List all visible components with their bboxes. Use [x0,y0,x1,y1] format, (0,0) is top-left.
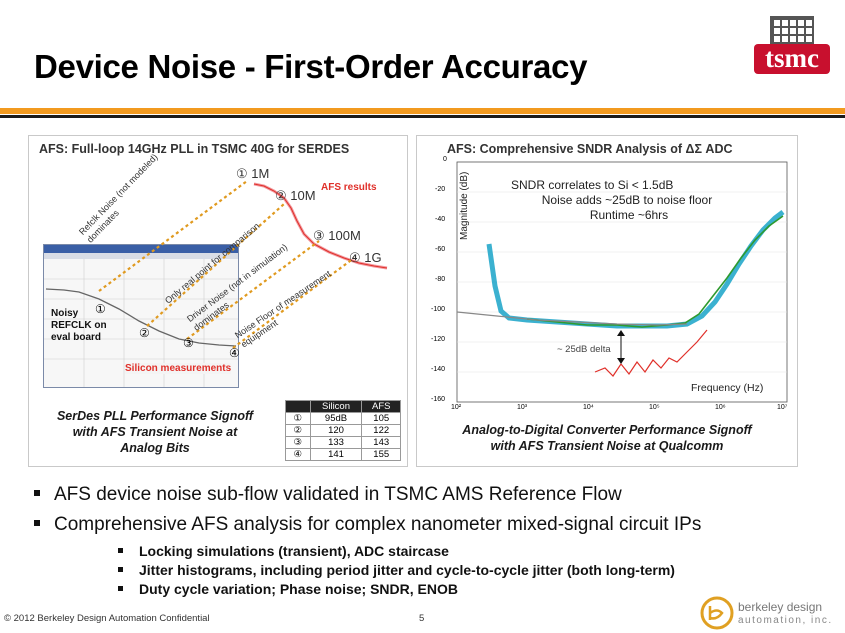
xtick: 10⁴ [583,404,594,411]
table-header: AFS [361,400,401,413]
silicon-marker-4: ④ [229,346,240,360]
accent-bar [0,108,845,114]
y-axis-label: Magnitude (dB) [459,171,470,240]
table-row: ② 120 122 [285,424,401,437]
xtick: 10⁵ [649,404,660,411]
silicon-measurements-label: Silicon measurements [125,363,232,374]
noisy-refclk-label: Noisy REFCLK on eval board [51,308,107,343]
page-number: 5 [419,613,425,624]
ytick: -120 [431,336,446,343]
table-row: ③ 133 143 [285,436,401,449]
bullet-icon [34,489,40,496]
tsmc-logo-text: tsmc [765,43,819,73]
ytick: -80 [435,276,446,283]
right-panel-caption: Analog-to-Digital Converter Performance … [462,423,752,453]
divider-bar [0,115,845,118]
table-header [285,400,311,413]
berkeley-design-logo: berkeley design automation, inc. [700,596,840,630]
ytick: -140 [431,366,446,373]
marker-1m: ① 1M [236,166,270,181]
xtick: 10⁶ [715,404,726,411]
silicon-afs-table: Silicon AFS ① 95dB 105 ② 120 122 ③ 133 1… [285,400,401,461]
x-axis-label: Frequency (Hz) [691,382,764,394]
page-title: Device Noise - First-Order Accuracy [34,48,588,85]
bullet-icon [118,585,123,591]
silicon-marker-3: ③ [183,336,194,350]
marker-10m: ② 10M [275,188,316,203]
marker-100m: ③ 100M [313,228,361,243]
ytick: -40 [435,216,446,223]
sub-bullet-item: Locking simulations (transient), ADC sta… [118,543,449,559]
sub-bullet-item: Jitter histograms, including period jitt… [118,562,675,578]
table-row: ④ 141 155 [285,448,401,461]
bullet-item: Comprehensive AFS analysis for complex n… [34,514,701,536]
ytick: -20 [435,186,446,193]
company-subtitle: automation, inc. [738,615,833,626]
marker-1g: ④ 1G [349,250,382,265]
sndr-plot [456,161,788,403]
xtick: 10² [451,404,462,411]
ytick: -160 [431,396,446,403]
right-panel: AFS: Comprehensive SNDR Analysis of ΔΣ A… [416,135,798,467]
sndr-notes: SNDR correlates to Si < 1.5dB Noise adds… [511,178,713,222]
left-panel-caption: SerDes PLL Performance Signoff with AFS … [56,409,254,455]
xtick: 10⁷ [777,404,788,411]
tsmc-logo: tsmc [752,14,832,94]
ytick: 0 [443,156,447,163]
afs-result-curve [98,180,388,349]
left-panel-title: AFS: Full-loop 14GHz PLL in TSMC 40G for… [39,142,350,156]
bullet-icon [34,519,40,526]
bullet-item: AFS device noise sub-flow validated in T… [34,484,622,506]
left-panel: AFS: Full-loop 14GHz PLL in TSMC 40G for… [28,135,408,467]
silicon-marker-1: ① [95,302,106,316]
footer-copyright: © 2012 Berkeley Design Automation Confid… [4,613,210,624]
sub-bullet-item: Duty cycle variation; Phase noise; SNDR,… [118,581,458,597]
bullet-icon [118,547,123,553]
ytick: -60 [435,246,446,253]
bullet-icon [118,566,123,572]
xtick: 10³ [517,404,528,411]
afs-results-label: AFS results [321,182,377,193]
delta-label: ~ 25dB delta [557,344,611,355]
table-header: Silicon [309,400,363,413]
table-header-row: Silicon AFS [285,400,401,413]
table-row: ① 95dB 105 [285,412,401,425]
right-panel-title: AFS: Comprehensive SNDR Analysis of ΔΣ A… [447,142,733,156]
company-name: berkeley design [738,600,823,614]
ytick: -100 [431,306,446,313]
silicon-marker-2: ② [139,326,150,340]
